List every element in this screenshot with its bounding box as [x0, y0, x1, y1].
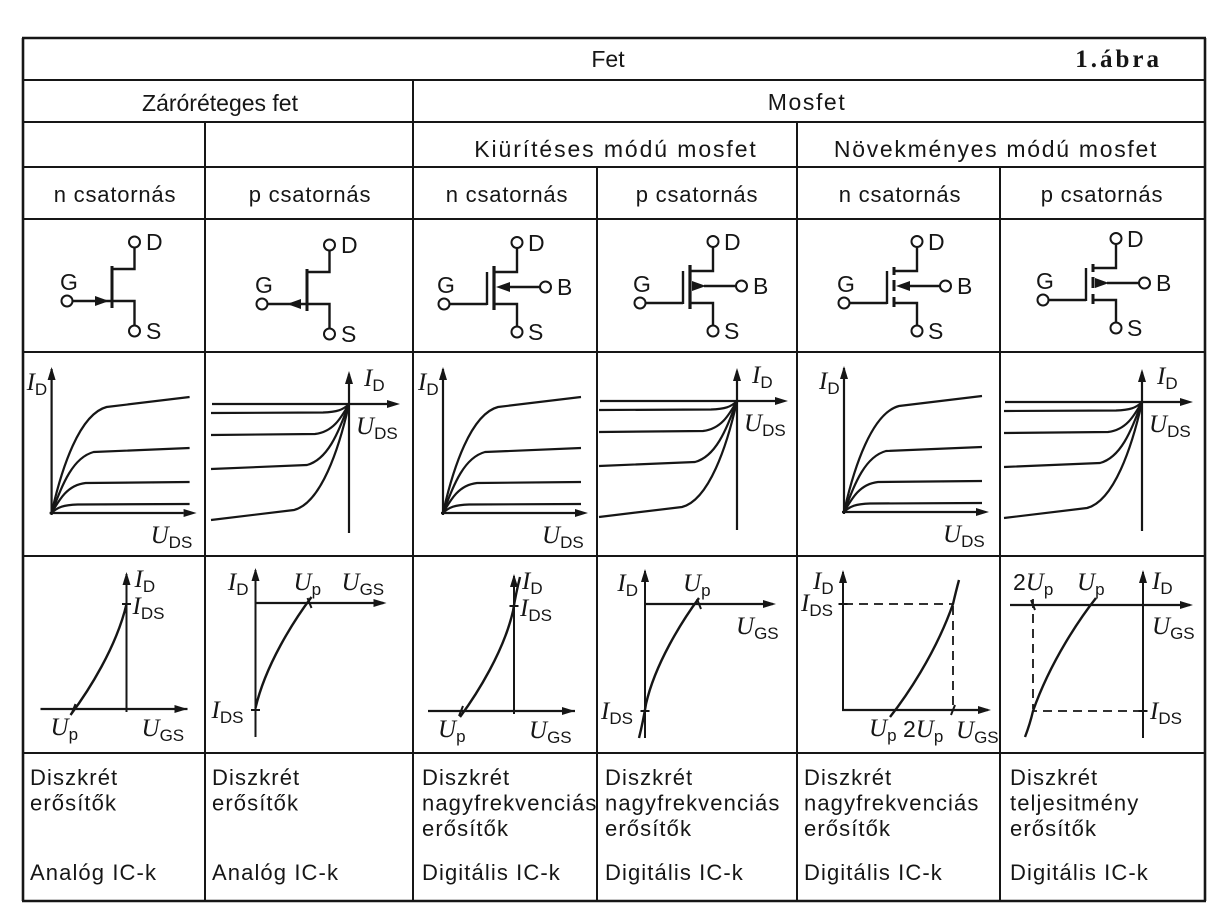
svg-text:D: D — [146, 229, 163, 255]
svg-text:Analóg IC-k: Analóg IC-k — [30, 860, 157, 885]
svg-text:S: S — [341, 321, 356, 347]
svg-text:erősítők: erősítők — [30, 791, 117, 816]
svg-text:erősítők: erősítők — [804, 816, 891, 841]
svg-text:S: S — [1127, 315, 1142, 341]
svg-text:Digitális IC-k: Digitális IC-k — [804, 860, 943, 885]
svg-text:D: D — [341, 232, 358, 258]
svg-text:D: D — [724, 229, 741, 255]
svg-text:B: B — [557, 274, 572, 300]
svg-text:erősítők: erősítők — [422, 816, 509, 841]
svg-text:Digitális IC-k: Digitális IC-k — [605, 860, 744, 885]
svg-text:B: B — [753, 273, 768, 299]
svg-text:Kiürítéses módú mosfet: Kiürítéses módú mosfet — [474, 136, 757, 162]
svg-text:Mosfet: Mosfet — [768, 89, 847, 115]
svg-text:nagyfrekvenciás: nagyfrekvenciás — [605, 791, 780, 816]
svg-text:p csatornás: p csatornás — [249, 182, 372, 207]
svg-text:Digitális IC-k: Digitális IC-k — [1010, 860, 1149, 885]
svg-text:Diszkrét: Diszkrét — [804, 765, 892, 790]
svg-text:nagyfrekvenciás: nagyfrekvenciás — [422, 791, 597, 816]
svg-text:p csatornás: p csatornás — [1041, 182, 1164, 207]
svg-text:B: B — [1156, 270, 1171, 296]
svg-text:Záróréteges fet: Záróréteges fet — [142, 90, 299, 116]
svg-text:Diszkrét: Diszkrét — [30, 765, 118, 790]
svg-text:G: G — [837, 271, 855, 297]
svg-text:Up: Up — [438, 716, 466, 746]
svg-text:G: G — [1036, 268, 1054, 294]
svg-text:Diszkrét: Diszkrét — [212, 765, 300, 790]
svg-text:Diszkrét: Diszkrét — [1010, 765, 1098, 790]
svg-text:Diszkrét: Diszkrét — [605, 765, 693, 790]
svg-text:G: G — [633, 271, 651, 297]
svg-text:ID: ID — [521, 568, 543, 598]
svg-text:teljesitmény: teljesitmény — [1010, 791, 1139, 816]
svg-text:n csatornás: n csatornás — [446, 182, 569, 207]
svg-text:D: D — [1127, 226, 1144, 252]
svg-text:S: S — [146, 318, 161, 344]
svg-text:p csatornás: p csatornás — [636, 182, 759, 207]
svg-text:S: S — [528, 319, 543, 345]
svg-text:S: S — [928, 318, 943, 344]
svg-text:Analóg IC-k: Analóg IC-k — [212, 860, 339, 885]
svg-text:erősítők: erősítők — [212, 791, 299, 816]
svg-text:G: G — [60, 269, 78, 295]
svg-text:Diszkrét: Diszkrét — [422, 765, 510, 790]
svg-text:n csatornás: n csatornás — [839, 182, 962, 207]
svg-text:Fet: Fet — [591, 46, 625, 72]
svg-text:n csatornás: n csatornás — [54, 182, 177, 207]
svg-text:S: S — [724, 318, 739, 344]
svg-text:UDS: UDS — [356, 413, 398, 443]
svg-text:erősítők: erősítők — [1010, 816, 1097, 841]
svg-text:G: G — [255, 272, 273, 298]
svg-text:nagyfrekvenciás: nagyfrekvenciás — [804, 791, 979, 816]
svg-text:D: D — [928, 229, 945, 255]
svg-text:G: G — [437, 272, 455, 298]
svg-text:B: B — [957, 273, 972, 299]
svg-text:D: D — [528, 230, 545, 256]
svg-text:erősítők: erősítők — [605, 816, 692, 841]
svg-text:Növekményes módú mosfet: Növekményes módú mosfet — [834, 136, 1158, 162]
svg-text:Digitális IC-k: Digitális IC-k — [422, 860, 561, 885]
svg-text:1.ábra: 1.ábra — [1075, 46, 1162, 73]
